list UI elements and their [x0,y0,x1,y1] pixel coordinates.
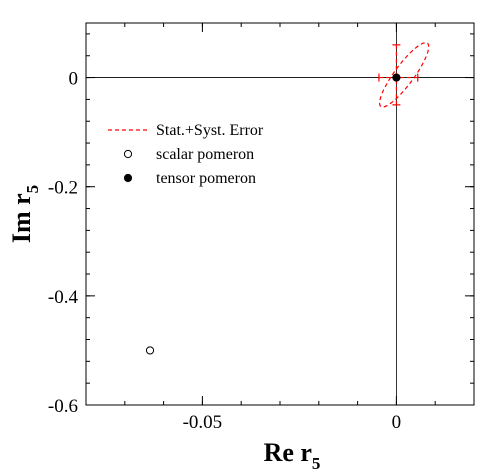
reference-lines [86,23,474,405]
data-marks [145,42,430,355]
legend-marker-tensor [123,173,133,183]
x-axis-title-sub: 5 [312,454,321,473]
y-axis-title: Im r5 [7,185,42,243]
legend-label: tensor pomeron [156,170,256,187]
y-tick-label: -0.2 [48,178,78,199]
y-tick-label: -0.6 [48,396,78,417]
x-tick-label: 0 [392,412,402,433]
legend-marker-scalar [123,149,133,159]
plot-frame [85,22,475,406]
y-axis-title-main: Im r [7,193,36,243]
legend: Stat.+Syst. Error scalar pomeron tensor po… [108,122,264,187]
y-axis-title-sub: 5 [23,185,42,194]
x-axis-title: Re r5 [264,438,321,473]
axis-ticks: -0.05 0 0 -0.2 -0.4 -0.6 [48,23,475,433]
y-tick-label: 0 [69,69,79,90]
y-tick-label: -0.4 [48,287,79,308]
error-ellipse [379,42,430,108]
x-axis-title-main: Re r [264,438,312,467]
legend-label: scalar pomeron [156,146,254,163]
scalar-pomeron-point [145,346,155,355]
x-tick-label: -0.05 [183,412,223,433]
tensor-pomeron-point [392,73,401,82]
legend-label: Stat.+Syst. Error [156,122,264,139]
